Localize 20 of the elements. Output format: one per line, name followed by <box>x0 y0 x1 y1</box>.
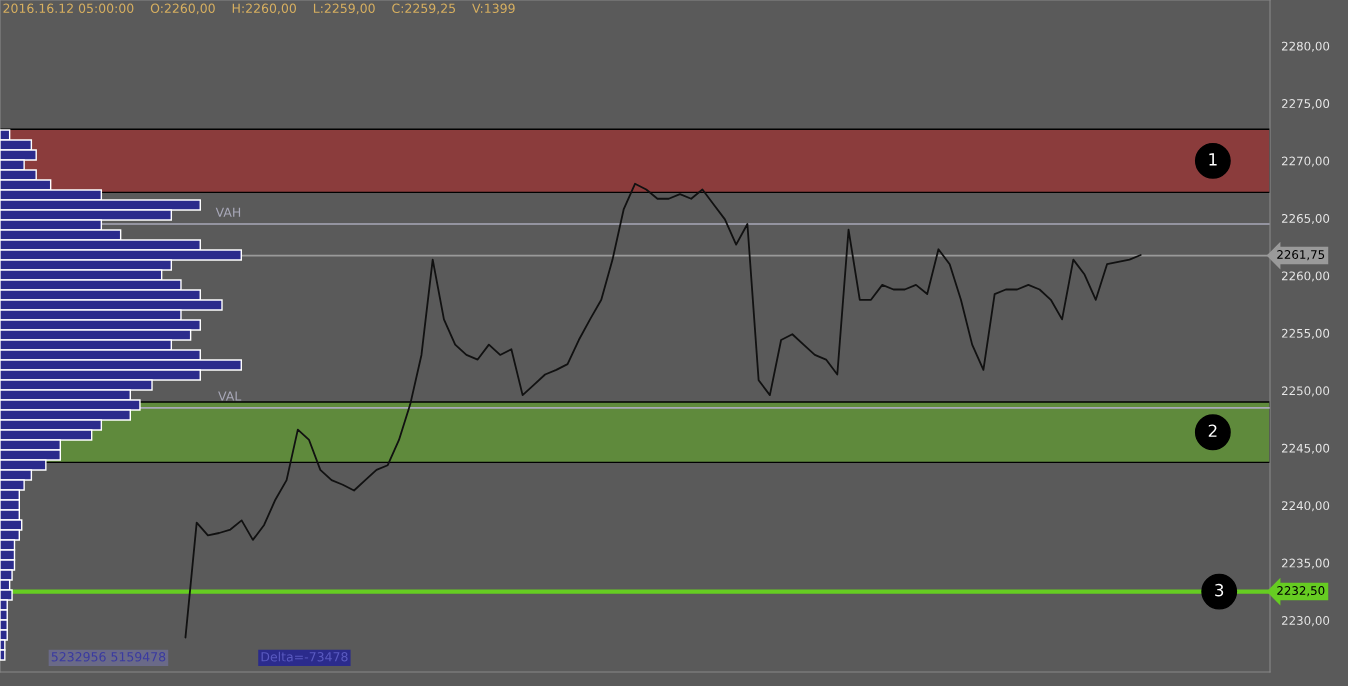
y-tick-label: 2235,00 <box>1281 558 1330 569</box>
y-tick-label: 2245,00 <box>1281 443 1330 454</box>
ref-line-label: VAL <box>218 391 242 401</box>
y-tick-label: 2230,00 <box>1281 616 1330 627</box>
y-tick-label: 2270,00 <box>1281 156 1330 167</box>
y-tick-label: 2255,00 <box>1281 328 1330 339</box>
y-tick-label: 2280,00 <box>1281 41 1330 52</box>
ref-line-label: 2261,75 <box>1277 250 1325 261</box>
y-tick-label: 2275,00 <box>1281 99 1330 110</box>
y-tick-label: 2260,00 <box>1281 271 1330 282</box>
ref-line-label: 2232,50 <box>1277 586 1325 597</box>
annotation: 2016.16.12 05:00:00 O:2260,00 H:2260,00 L:2259,00 C:2259,25 V:1399 <box>3 3 515 15</box>
band-label: 2 <box>1208 424 1217 437</box>
y-tick-label: 2265,00 <box>1281 213 1330 225</box>
annotation: 3 <box>1215 583 1224 597</box>
line-series <box>184 182 1142 639</box>
ref-line-label: VAH <box>215 207 241 217</box>
y-tick-label: 2250,00 <box>1281 386 1330 397</box>
y-tick-label: 2240,00 <box>1281 501 1330 512</box>
band-label: 1 <box>1209 153 1217 166</box>
